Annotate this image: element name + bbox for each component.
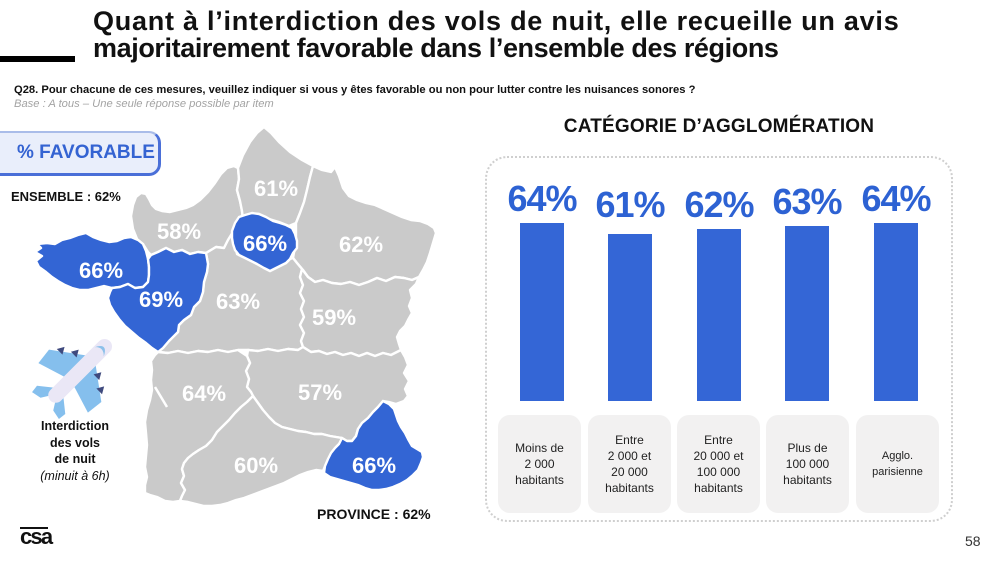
svg-text:63%: 63% [216,289,260,314]
svg-text:66%: 66% [352,453,396,478]
svg-text:58%: 58% [157,219,201,244]
svg-text:61%: 61% [254,176,298,201]
svg-text:69%: 69% [139,287,183,312]
svg-text:59%: 59% [312,305,356,330]
svg-text:64%: 64% [182,381,226,406]
svg-text:57%: 57% [298,380,342,405]
svg-text:66%: 66% [79,258,123,283]
svg-text:62%: 62% [339,232,383,257]
svg-text:60%: 60% [234,453,278,478]
svg-text:66%: 66% [243,231,287,256]
